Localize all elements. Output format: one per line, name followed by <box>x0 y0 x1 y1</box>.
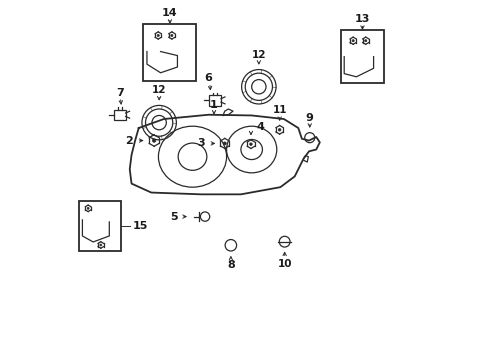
Circle shape <box>351 40 353 42</box>
Text: 14: 14 <box>162 8 177 18</box>
Text: 12: 12 <box>152 85 166 95</box>
Text: 5: 5 <box>169 212 177 221</box>
Text: 15: 15 <box>132 221 148 231</box>
Circle shape <box>364 40 366 42</box>
Circle shape <box>249 143 252 145</box>
Text: 12: 12 <box>251 50 265 60</box>
Circle shape <box>278 129 281 131</box>
Circle shape <box>100 244 102 246</box>
Text: 3: 3 <box>197 139 205 148</box>
Text: 8: 8 <box>226 260 234 270</box>
Text: 1: 1 <box>210 100 218 110</box>
Text: 2: 2 <box>125 136 133 145</box>
Text: 11: 11 <box>272 105 286 116</box>
Text: 10: 10 <box>277 259 291 269</box>
Bar <box>79 201 121 251</box>
Text: 4: 4 <box>256 122 264 132</box>
Circle shape <box>152 139 156 142</box>
Bar <box>143 24 196 81</box>
Text: 13: 13 <box>354 14 369 24</box>
Circle shape <box>87 207 89 209</box>
Text: 9: 9 <box>305 113 313 123</box>
Circle shape <box>170 35 173 37</box>
Circle shape <box>223 142 226 145</box>
Circle shape <box>157 35 159 37</box>
Bar <box>341 30 383 83</box>
Text: 6: 6 <box>203 73 211 84</box>
Text: 7: 7 <box>116 88 124 98</box>
